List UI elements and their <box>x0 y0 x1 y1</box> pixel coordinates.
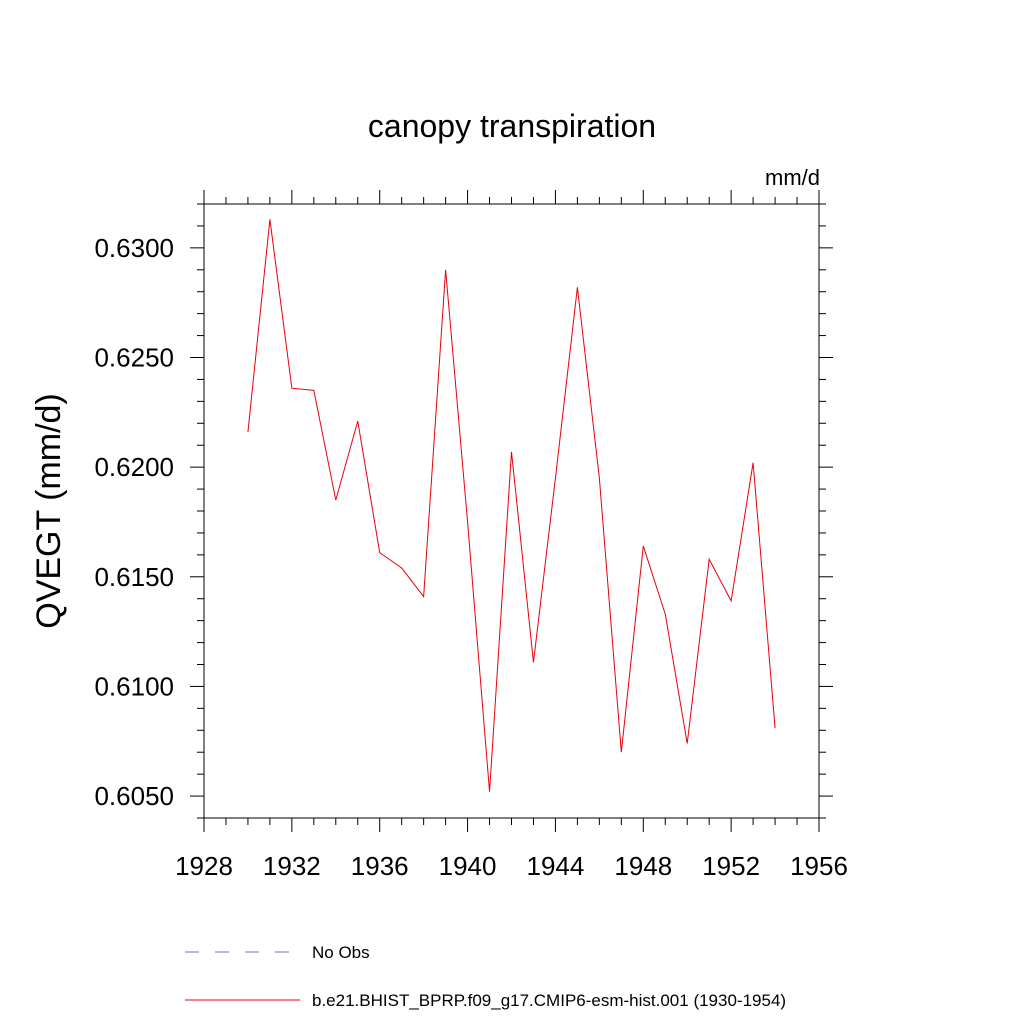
x-tick-label: 1940 <box>439 851 497 881</box>
y-tick-labels: 0.6050 0.6100 0.6150 0.6200 0.6250 0.6300 <box>94 233 174 811</box>
x-tick-label: 1928 <box>175 851 233 881</box>
legend-label-model: b.e21.BHIST_BPRP.f09_g17.CMIP6-esm-hist.… <box>312 991 786 1010</box>
legend-label-no-obs: No Obs <box>312 943 370 962</box>
x-tick-label: 1956 <box>790 851 848 881</box>
plot-frame <box>203 203 820 819</box>
x-tick-label: 1944 <box>527 851 585 881</box>
major-ticks <box>190 190 833 832</box>
x-tick-label: 1952 <box>702 851 760 881</box>
y-tick-label: 0.6250 <box>94 343 174 373</box>
y-tick-label: 0.6100 <box>94 671 174 701</box>
y-tick-label: 0.6200 <box>94 452 174 482</box>
series-group <box>247 219 776 792</box>
minor-ticks <box>197 197 826 825</box>
y-axis-label: QVEGT (mm/d) <box>30 393 68 629</box>
series-line <box>247 219 776 792</box>
units-label: mm/d <box>765 165 820 190</box>
y-tick-label: 0.6050 <box>94 781 174 811</box>
x-tick-labels: 1928 1932 1936 1940 1944 1948 1952 1956 <box>175 851 848 881</box>
x-tick-label: 1936 <box>351 851 409 881</box>
y-tick-label: 0.6300 <box>94 233 174 263</box>
chart-title: canopy transpiration <box>368 108 656 144</box>
x-tick-label: 1948 <box>614 851 672 881</box>
legend: No Obs b.e21.BHIST_BPRP.f09_g17.CMIP6-es… <box>185 943 786 1010</box>
x-tick-label: 1932 <box>263 851 321 881</box>
y-tick-label: 0.6150 <box>94 562 174 592</box>
